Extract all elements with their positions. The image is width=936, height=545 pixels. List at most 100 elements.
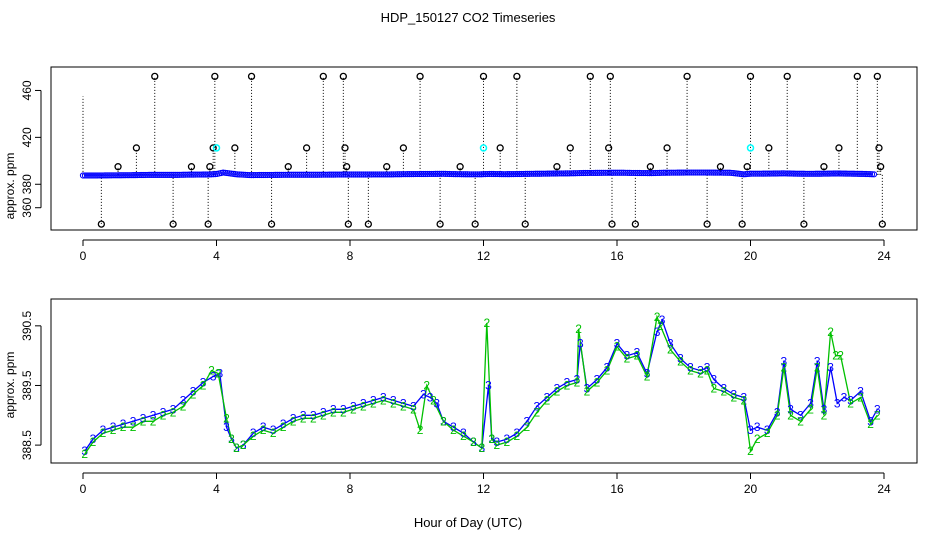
series-3-point-label: 3 [460, 426, 467, 440]
top-baseline-point [141, 171, 149, 179]
series-2-point-label: 2 [657, 319, 664, 333]
top-baseline-point [406, 171, 413, 178]
series-3-point-label: 3 [485, 378, 492, 392]
top-baseline-point [298, 171, 305, 178]
series-3-point-label: 3 [170, 402, 177, 416]
top-baseline-point [312, 171, 319, 178]
chart-title: HDP_150127 CO2 Timeseries [381, 10, 556, 25]
top-baseline-point [670, 169, 677, 176]
top-baseline-point [274, 171, 281, 178]
series-2-point-label: 2 [754, 432, 761, 446]
top-baseline-point [598, 169, 605, 176]
top-baseline-point [318, 171, 325, 178]
top-baseline-point [236, 171, 243, 178]
top-baseline-point [812, 170, 820, 177]
series-2-point-label: 2 [350, 402, 357, 416]
top-baseline-point [147, 171, 155, 178]
series-3-point-label: 3 [677, 352, 684, 366]
bottom-x-tick-label: 4 [213, 482, 220, 496]
top-baseline-point [170, 171, 177, 178]
top-baseline-point [164, 171, 171, 178]
top-spike-point [513, 72, 521, 81]
top-baseline-point [474, 171, 481, 178]
top-baseline-point [166, 171, 173, 178]
top-spike-point [631, 220, 640, 228]
top-baseline-point [546, 170, 553, 177]
top-baseline-point [676, 169, 683, 176]
top-baseline-point [758, 170, 765, 177]
top-baseline-point [650, 169, 657, 177]
series-3-point-label: 3 [240, 438, 247, 452]
top-baseline-point [139, 171, 147, 179]
series-3-point-label: 3 [554, 381, 561, 395]
top-baseline-point [528, 170, 535, 177]
series-2-point-label: 2 [564, 378, 571, 392]
top-baseline-point [244, 171, 251, 179]
top-baseline-point [364, 171, 371, 178]
top-baseline-point [332, 171, 339, 178]
series-2-point-label: 2 [240, 438, 247, 452]
series-3-point-label: 3 [450, 420, 457, 434]
top-baseline-point [516, 170, 523, 178]
series-3-point-label: 3 [300, 408, 307, 422]
top-baseline-point [494, 170, 501, 178]
top-baseline-point [816, 170, 824, 177]
top-baseline-point [836, 170, 844, 177]
series-2-point-label: 2 [764, 426, 771, 440]
series-3-point-label: 3 [504, 432, 511, 446]
top-spike-point [765, 144, 773, 152]
top-baseline-point [542, 170, 549, 177]
top-baseline-point [784, 170, 791, 177]
series-3-point-label: 3 [233, 441, 240, 455]
top-baseline-point [684, 169, 691, 176]
top-baseline-point [826, 170, 834, 177]
top-baseline-point [508, 171, 515, 178]
top-baseline-point [97, 172, 105, 179]
top-baseline-point [738, 170, 745, 178]
top-baseline-point [510, 170, 517, 178]
top-baseline-point [710, 169, 717, 176]
series-2-point-label: 2 [81, 447, 88, 461]
top-baseline-point [522, 170, 529, 178]
top-spike-point [471, 220, 479, 228]
top-baseline-point [206, 171, 213, 178]
top-x-tick-label: 16 [610, 249, 624, 263]
top-spike-point [383, 163, 391, 171]
series-3-point-label: 3 [270, 423, 277, 437]
series-2-point-label: 2 [280, 420, 287, 434]
series-3-point-label: 3 [81, 444, 88, 458]
top-baseline-point [428, 170, 435, 178]
top-spike-point [132, 144, 141, 152]
top-baseline-point [133, 172, 141, 179]
series-3-point-label: 3 [534, 399, 541, 413]
series-2-point-label: 2 [440, 414, 447, 428]
top-baseline-point [282, 171, 289, 178]
series-3-point-label: 3 [754, 420, 761, 434]
top-baseline-point [184, 171, 191, 178]
series-2-point-label: 2 [320, 408, 327, 422]
top-baseline-point [248, 172, 255, 179]
series-2-point-label: 2 [747, 444, 754, 458]
top-baseline-point [798, 170, 805, 177]
top-spike-point [284, 163, 292, 171]
top-baseline-point [198, 171, 205, 178]
top-baseline-point [806, 170, 814, 177]
series-2-point-label: 2 [200, 378, 207, 392]
top-baseline-point [608, 169, 615, 176]
series-2-point-label: 2 [504, 435, 511, 449]
top-baseline-point [496, 171, 503, 178]
top-baseline-point [844, 170, 852, 177]
top-baseline-point [304, 171, 311, 178]
series-3-point-label: 3 [427, 390, 434, 404]
series-3-point-label: 3 [821, 402, 828, 416]
top-spike-point [169, 220, 177, 228]
top-baseline-point [558, 170, 565, 177]
top-spike-point [97, 220, 106, 228]
top-baseline-point [754, 170, 761, 177]
series-3-point-label: 3 [634, 346, 641, 360]
top-baseline-point [420, 170, 427, 178]
series-2-point-label: 2 [460, 429, 467, 443]
top-baseline-point [238, 171, 245, 178]
top-spike-point [820, 163, 828, 171]
top-baseline-point [468, 171, 475, 178]
